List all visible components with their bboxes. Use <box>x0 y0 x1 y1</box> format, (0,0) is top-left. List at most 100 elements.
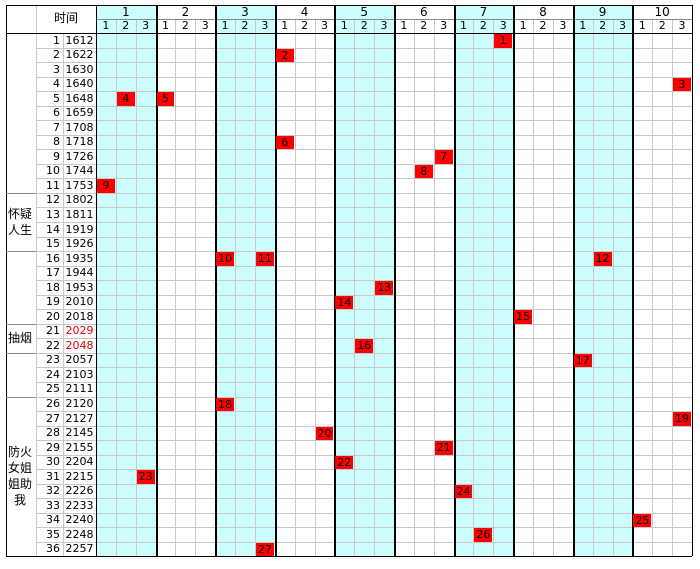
row-line <box>36 440 692 441</box>
row-line <box>36 106 692 107</box>
row-line <box>36 295 692 296</box>
row-time: 2257 <box>65 542 94 556</box>
group-header-5: 5 <box>360 5 368 19</box>
row-number: 7 <box>53 120 60 134</box>
subcolumn-line <box>473 19 474 557</box>
row-time: 1744 <box>65 164 94 178</box>
mark-cell: 2 <box>275 48 294 63</box>
mark-cell: 21 <box>434 441 453 455</box>
row-time: 1811 <box>65 207 94 221</box>
row-line <box>36 338 692 339</box>
row-time: 2048 <box>65 338 94 352</box>
row-number: 10 <box>46 164 60 178</box>
row-number: 17 <box>46 266 60 280</box>
row-line <box>36 237 692 238</box>
subcolumn-header: 1 <box>221 19 229 32</box>
row-group-label: 抽烟 <box>7 331 32 345</box>
subcolumn-line <box>553 19 554 557</box>
row-time: 1659 <box>65 106 94 120</box>
row-line <box>36 120 692 121</box>
subcolumn-header: 2 <box>241 19 249 32</box>
subcolumn-line <box>116 19 117 557</box>
mark-cell: 17 <box>573 353 592 368</box>
subcolumn-line <box>195 19 196 557</box>
row-line <box>36 207 692 208</box>
group-header-8: 8 <box>539 5 547 19</box>
row-time: 1630 <box>65 62 94 76</box>
row-number: 21 <box>46 324 60 338</box>
row-line <box>36 193 692 194</box>
row-line <box>36 542 692 543</box>
row-group-label: 防火女姐姐助我 <box>7 445 32 507</box>
mark-cell: 22 <box>335 455 354 470</box>
mark-cell: 7 <box>434 150 453 164</box>
mark-cell: 20 <box>315 426 334 441</box>
row-number: 14 <box>46 222 60 236</box>
group-header-4: 4 <box>300 5 309 19</box>
mark-cell: 4 <box>116 92 135 106</box>
row-line <box>36 469 692 470</box>
group-separator <box>334 5 336 557</box>
row-line <box>36 62 692 63</box>
subcolumn-line <box>414 19 415 557</box>
row-group-divider <box>6 193 36 194</box>
subcolumn-line <box>354 19 355 557</box>
mark-cell: 6 <box>275 135 294 150</box>
group-separator <box>156 5 158 557</box>
subcolumn-header: 1 <box>579 19 587 32</box>
subcolumn-header: 3 <box>380 19 388 32</box>
mark-cell: 27 <box>255 542 274 557</box>
subcolumn-header: 3 <box>559 19 567 32</box>
subcolumn-header: 3 <box>261 19 269 32</box>
subcolumn-header: 3 <box>618 19 626 32</box>
row-line <box>36 309 692 310</box>
row-number: 36 <box>46 542 60 556</box>
row-time: 1802 <box>65 193 94 207</box>
subcolumn-header: 3 <box>499 19 507 32</box>
mark-cell: 8 <box>414 164 433 179</box>
row-line <box>36 149 692 150</box>
row-time: 1926 <box>65 237 94 251</box>
row-line <box>36 178 692 179</box>
row-number: 32 <box>46 484 60 498</box>
group-separator <box>632 5 634 557</box>
row-time: 2120 <box>65 397 94 410</box>
row-number: 18 <box>46 280 60 294</box>
num-column-line <box>36 5 37 557</box>
outer-border-top <box>6 5 692 6</box>
mark-cell: 23 <box>136 470 155 484</box>
row-number: 26 <box>46 397 60 410</box>
row-line <box>36 135 692 136</box>
subcolumn-header: 2 <box>360 19 368 32</box>
row-line <box>36 222 692 223</box>
group-header-6: 6 <box>419 5 428 19</box>
subcolumn-line <box>374 19 375 557</box>
row-line <box>36 353 692 354</box>
subcolumn-header: 1 <box>281 19 289 32</box>
subcolumn-header: 1 <box>102 19 110 32</box>
row-time: 2018 <box>65 309 94 323</box>
row-time: 1953 <box>65 280 94 294</box>
row-line <box>36 164 692 165</box>
row-line <box>36 77 692 78</box>
mark-cell: 15 <box>514 310 533 324</box>
row-time: 2248 <box>65 527 94 541</box>
subcolumn-line <box>175 19 176 557</box>
row-line <box>36 397 692 398</box>
subcolumn-header: 1 <box>460 19 468 32</box>
row-time: 1919 <box>65 222 94 236</box>
row-number: 2 <box>53 48 60 62</box>
row-group-divider <box>6 251 36 252</box>
row-time: 2111 <box>65 382 94 396</box>
subcolumn-line <box>613 19 614 557</box>
row-time: 1622 <box>65 48 94 62</box>
mark-cell: 25 <box>633 513 652 528</box>
row-number: 27 <box>46 411 60 425</box>
row-number: 23 <box>46 353 60 367</box>
row-time: 1648 <box>65 91 94 105</box>
row-time: 1726 <box>65 149 94 163</box>
row-number: 8 <box>53 135 60 149</box>
mark-cell: 9 <box>97 179 115 193</box>
row-number: 12 <box>46 193 60 207</box>
subcolumn-header: 1 <box>638 19 646 32</box>
